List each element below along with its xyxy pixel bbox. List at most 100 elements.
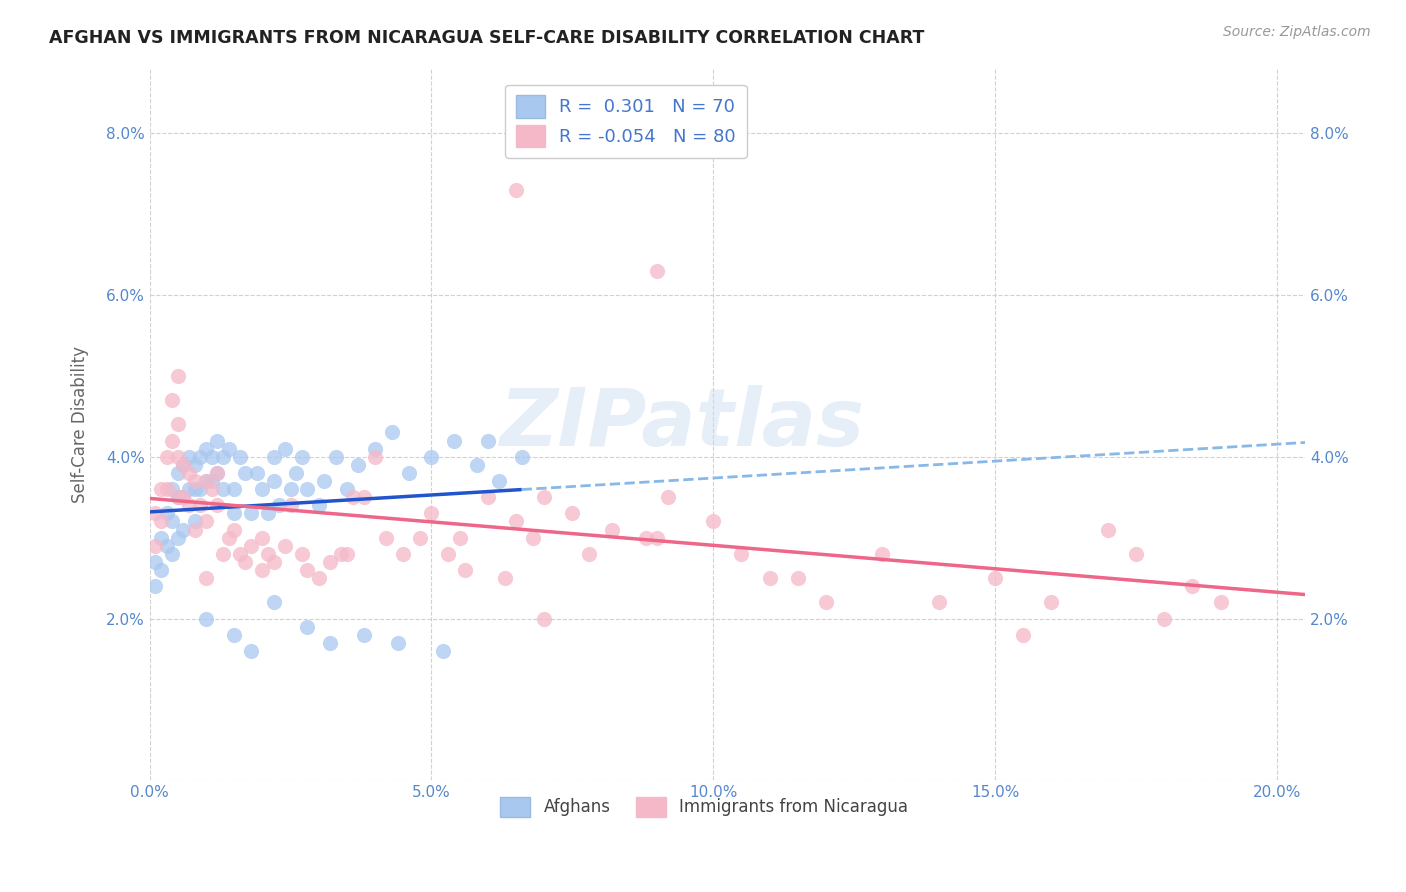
Point <box>166 490 188 504</box>
Point <box>533 490 555 504</box>
Point <box>177 450 200 464</box>
Point <box>184 458 207 472</box>
Point <box>1097 523 1119 537</box>
Point <box>494 571 516 585</box>
Point <box>465 458 488 472</box>
Point <box>166 368 188 383</box>
Point <box>1181 579 1204 593</box>
Point <box>224 628 246 642</box>
Point <box>280 498 302 512</box>
Point <box>291 547 314 561</box>
Text: ZIPatlas: ZIPatlas <box>499 385 863 464</box>
Point <box>207 434 229 448</box>
Point <box>297 563 319 577</box>
Point <box>533 611 555 625</box>
Point <box>177 498 200 512</box>
Point <box>229 547 252 561</box>
Point <box>308 498 330 512</box>
Point <box>375 531 398 545</box>
Point <box>1209 595 1232 609</box>
Point <box>263 595 285 609</box>
Point <box>143 579 166 593</box>
Point <box>195 515 218 529</box>
Point <box>166 417 188 432</box>
Point <box>443 434 465 448</box>
Point <box>730 547 752 561</box>
Point <box>263 474 285 488</box>
Legend: Afghans, Immigrants from Nicaragua: Afghans, Immigrants from Nicaragua <box>492 789 917 825</box>
Point <box>190 482 212 496</box>
Point <box>325 450 347 464</box>
Point <box>280 482 302 496</box>
Text: AFGHAN VS IMMIGRANTS FROM NICARAGUA SELF-CARE DISABILITY CORRELATION CHART: AFGHAN VS IMMIGRANTS FROM NICARAGUA SELF… <box>49 29 925 46</box>
Point <box>235 466 257 480</box>
Point <box>172 523 194 537</box>
Point <box>274 539 297 553</box>
Point <box>149 515 172 529</box>
Point <box>195 474 218 488</box>
Point <box>1153 611 1175 625</box>
Point <box>449 531 471 545</box>
Point <box>1012 628 1035 642</box>
Point <box>195 571 218 585</box>
Point <box>381 425 404 440</box>
Point <box>454 563 477 577</box>
Point <box>218 442 240 456</box>
Point <box>190 450 212 464</box>
Point <box>195 442 218 456</box>
Y-axis label: Self-Care Disability: Self-Care Disability <box>72 346 89 503</box>
Point <box>702 515 724 529</box>
Point <box>928 595 950 609</box>
Point <box>392 547 415 561</box>
Point <box>149 482 172 496</box>
Point <box>143 507 166 521</box>
Point <box>160 434 183 448</box>
Point <box>149 531 172 545</box>
Point <box>297 619 319 633</box>
Point <box>240 507 263 521</box>
Point <box>172 458 194 472</box>
Point <box>578 547 600 561</box>
Point <box>477 490 499 504</box>
Point <box>872 547 894 561</box>
Point <box>212 482 235 496</box>
Point <box>297 482 319 496</box>
Point <box>522 531 544 545</box>
Point <box>195 611 218 625</box>
Point <box>166 450 188 464</box>
Point <box>342 490 364 504</box>
Point <box>224 507 246 521</box>
Point <box>786 571 808 585</box>
Point <box>398 466 420 480</box>
Point <box>195 474 218 488</box>
Point <box>505 183 527 197</box>
Point <box>235 555 257 569</box>
Point <box>207 466 229 480</box>
Point <box>184 523 207 537</box>
Point <box>172 490 194 504</box>
Point <box>353 628 375 642</box>
Point <box>347 458 370 472</box>
Point <box>184 482 207 496</box>
Point <box>160 482 183 496</box>
Point <box>263 555 285 569</box>
Point <box>274 442 297 456</box>
Point <box>143 539 166 553</box>
Point <box>252 563 274 577</box>
Point <box>177 482 200 496</box>
Point <box>645 531 668 545</box>
Point <box>240 644 263 658</box>
Point <box>364 450 387 464</box>
Point <box>364 442 387 456</box>
Point <box>432 644 454 658</box>
Point <box>172 490 194 504</box>
Point <box>657 490 679 504</box>
Point <box>252 482 274 496</box>
Point <box>252 531 274 545</box>
Point <box>166 490 188 504</box>
Point <box>224 482 246 496</box>
Point <box>172 458 194 472</box>
Point <box>160 515 183 529</box>
Point <box>212 547 235 561</box>
Point <box>201 450 224 464</box>
